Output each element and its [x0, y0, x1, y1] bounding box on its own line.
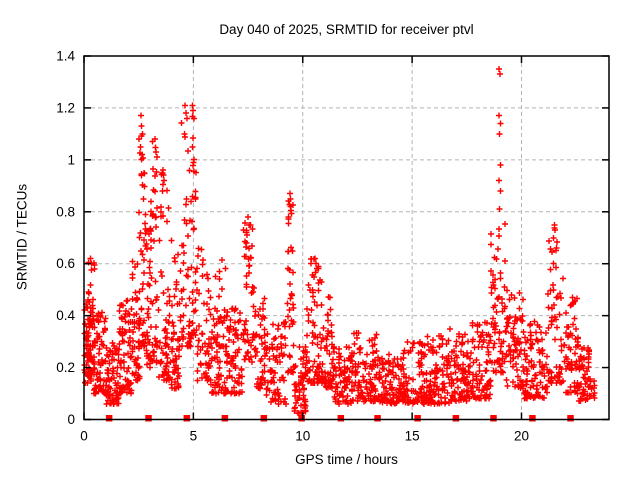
y-tick-label: 1 — [67, 152, 75, 167]
x-tick-label: 10 — [295, 429, 310, 444]
axis-marker-square — [183, 415, 191, 422]
x-tick-label: 5 — [190, 429, 198, 444]
scatter-points — [81, 66, 598, 417]
x-axis-label: GPS time / hours — [295, 452, 398, 467]
y-tick-label: 0.4 — [56, 308, 75, 323]
axis-marker-square — [221, 415, 229, 422]
y-tick-label: 0.8 — [56, 204, 75, 219]
x-tick-label: 20 — [514, 429, 529, 444]
axis-marker-square — [145, 415, 152, 422]
axis-marker-square — [490, 415, 497, 422]
x-tick-label: 0 — [80, 429, 88, 444]
y-tick-label: 0 — [67, 412, 75, 427]
axis-marker-square — [260, 415, 268, 422]
axis-marker-square — [414, 415, 421, 422]
y-tick-label: 0.6 — [56, 256, 75, 271]
plot-border — [83, 55, 610, 421]
axis-marker-square — [567, 415, 574, 422]
axis-marker-square — [105, 415, 113, 422]
x-tick-label: 15 — [405, 429, 420, 444]
y-tick-label: 0.2 — [56, 360, 75, 375]
axis-marker-square — [337, 415, 345, 422]
y-tick-label: 1.4 — [56, 49, 75, 64]
y-tick-label: 1.2 — [56, 100, 75, 115]
axis-marker-square — [298, 415, 305, 422]
axis-marker-square — [452, 415, 460, 422]
axis-marker-square — [529, 415, 536, 422]
axis-marker-square — [374, 415, 381, 422]
chart-title: Day 040 of 2025, SRMTID for receiver ptv… — [219, 22, 474, 37]
